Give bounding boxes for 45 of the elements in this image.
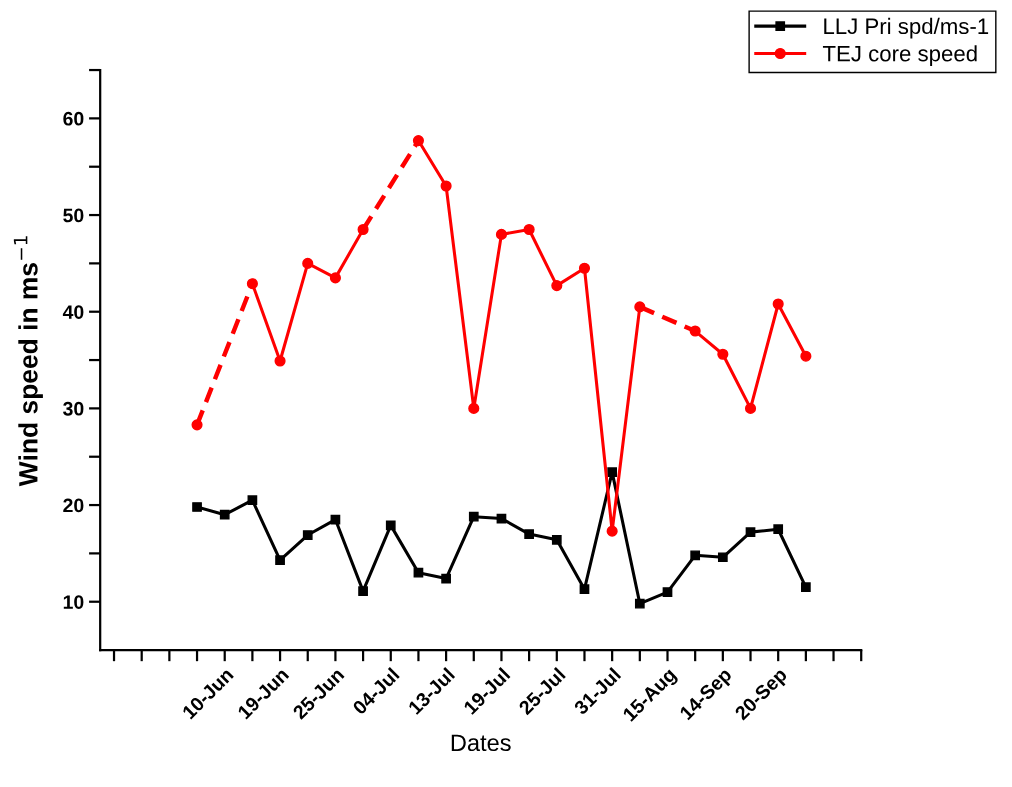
point: [385, 520, 396, 531]
point: [801, 582, 811, 593]
point: [302, 530, 313, 540]
point: [413, 567, 424, 578]
point: [800, 350, 812, 362]
point: [578, 262, 591, 274]
point: [468, 402, 480, 414]
y-tick-label: 50: [63, 208, 84, 223]
y-tick-label: 20: [63, 498, 84, 513]
point: [275, 555, 285, 566]
legend-label: TEJ core speed: [822, 45, 977, 66]
point: [551, 280, 563, 292]
point: [274, 355, 286, 367]
point: [606, 525, 618, 537]
point: [773, 524, 784, 535]
point: [440, 180, 452, 192]
point: [745, 527, 756, 537]
point: [662, 587, 673, 597]
point: [772, 298, 784, 310]
point: [744, 402, 757, 414]
y-axis-title: Wind speed in ms$^{−1}$: [13, 236, 43, 487]
point: [247, 495, 258, 506]
point: [634, 598, 645, 609]
point: [329, 272, 341, 284]
y-tick-label: 30: [63, 401, 84, 416]
point: [524, 529, 534, 539]
legend-label: LLJ Pri spd/ms-1: [824, 17, 989, 39]
point: [302, 257, 314, 269]
point: [358, 586, 368, 596]
point: [523, 223, 535, 236]
point: [607, 467, 618, 478]
point: [551, 534, 562, 545]
point: [441, 573, 451, 584]
point: [495, 228, 508, 240]
y-tick-label: 60: [63, 111, 84, 126]
x-axis-title: Dates: [451, 734, 511, 752]
point: [468, 511, 479, 522]
point: [690, 550, 701, 561]
point: [717, 348, 729, 360]
point: [219, 509, 230, 520]
point: [579, 584, 590, 595]
y-tick-label: 40: [62, 305, 84, 319]
point: [717, 552, 728, 563]
y-tick-label: 10: [63, 595, 84, 609]
point: [192, 502, 202, 512]
